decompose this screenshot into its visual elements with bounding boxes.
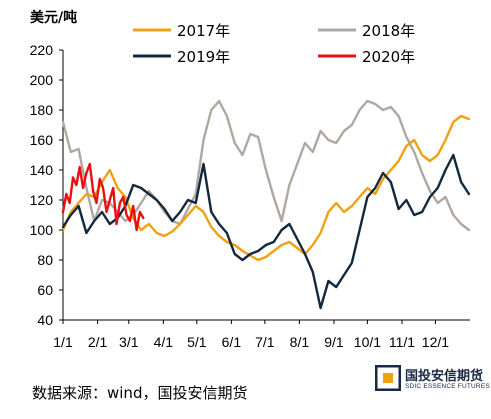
x-tick-label: 9/1 [324,334,344,350]
x-axis-ticks: 1/1 2/1 3/1 4/1 5/1 6/1 7/1 8/1 9/1 10/1 11/1 12/1 [53,320,449,350]
series-line-3 [61,162,145,232]
y-tick-label: 60 [37,282,53,298]
legend-label-3: 2020年 [362,48,415,66]
chart-plot-area: 40 60 80 100 120 140 160 180 200 220 1/1 2/1 3/1 4/1… [30,42,471,350]
y-axis-unit-label: 美元/吨 [30,9,77,26]
y-tick-label: 160 [30,132,54,148]
y-axis-ticks: 40 60 80 100 120 140 160 180 200 220 [30,42,63,328]
x-tick-label: 7/1 [255,334,275,350]
series-line-1 [61,99,471,232]
x-tick-label: 8/1 [290,334,310,350]
x-tick-label: 11/1 [389,334,415,350]
series-line-0 [61,114,471,262]
x-tick-label: 2/1 [88,334,108,350]
company-logo: 国投安信期货 SDIC ESSENCE FUTURES [375,363,490,397]
x-tick-label: 12/1 [422,334,449,350]
sdic-logo-icon [375,365,401,391]
legend-label-1: 2018年 [362,22,415,40]
x-tick-label: 1/1 [53,334,73,350]
y-tick-label: 220 [30,42,54,58]
logo-company-name: 国投安信期货 [405,369,484,384]
legend-label-0: 2017年 [177,22,230,40]
data-source-note: 数据来源：wind，国投安信期货 [32,384,248,402]
series-layer [61,99,471,310]
y-tick-label: 200 [30,72,54,88]
logo-company-subtitle: SDIC ESSENCE FUTURES [405,383,490,390]
x-tick-label: 4/1 [154,334,174,350]
y-tick-label: 80 [37,252,53,268]
x-tick-label: 6/1 [222,334,242,350]
legend-label-2: 2019年 [177,48,230,66]
y-tick-label: 40 [37,312,53,328]
y-tick-label: 180 [30,102,54,118]
x-tick-label: 10/1 [354,334,381,350]
x-tick-label: 5/1 [187,334,207,350]
y-tick-label: 100 [30,222,54,238]
chart-legend: 2017年 2018年 2019年 2020年 [133,22,415,66]
y-tick-label: 120 [30,192,54,208]
y-tick-label: 140 [30,162,54,178]
series-line-2 [61,153,471,310]
x-tick-label: 3/1 [119,334,139,350]
